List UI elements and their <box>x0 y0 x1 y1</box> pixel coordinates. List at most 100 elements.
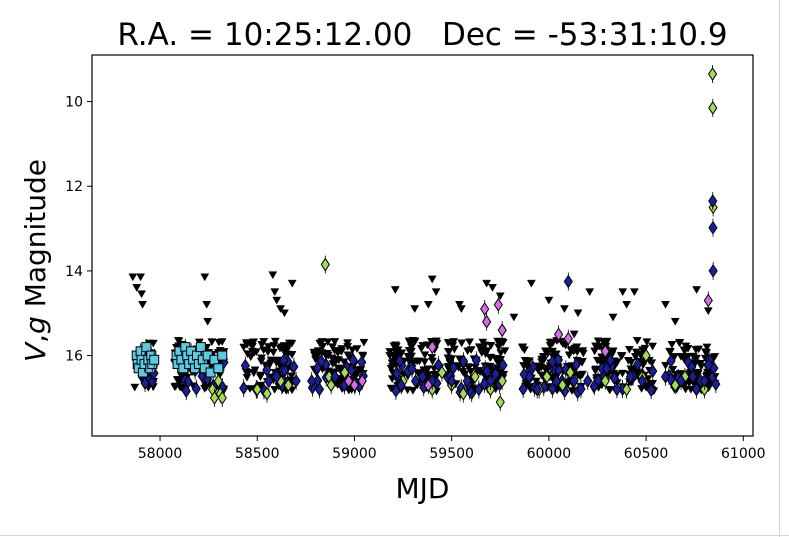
g-band-point <box>213 371 223 390</box>
upper-limit-marker <box>255 373 265 382</box>
upper-limit-marker <box>544 296 554 305</box>
g-band-point <box>576 380 586 399</box>
g-band-point <box>547 379 558 398</box>
g-band-point <box>552 371 562 390</box>
upper-limit-marker <box>270 288 280 297</box>
upper-limit-marker <box>203 317 213 326</box>
g-band-point <box>554 360 564 379</box>
g-band-point <box>688 367 698 386</box>
upper-limit-marker <box>130 383 140 392</box>
upper-limit-marker <box>128 273 138 282</box>
upper-limit-marker <box>279 345 289 354</box>
g-band-point <box>571 355 581 374</box>
upper-limit-marker <box>405 339 415 348</box>
upper-limit-marker <box>541 347 551 356</box>
g-band-point <box>462 371 472 390</box>
upper-limit-marker <box>390 286 400 294</box>
upper-limit-marker <box>618 288 628 297</box>
upper-limit-marker <box>217 338 227 347</box>
g-band-point <box>708 98 718 117</box>
data-points-layer <box>128 65 721 412</box>
g-band-point <box>262 384 272 403</box>
upper-limit-marker <box>257 354 266 363</box>
g-band-point <box>491 365 501 384</box>
window-edge-bottom <box>0 535 789 536</box>
upper-limit-marker <box>648 379 658 388</box>
upper-limit-marker <box>523 359 533 367</box>
g-band-point <box>417 367 428 386</box>
g-band-point <box>307 371 317 390</box>
upper-limit-marker <box>330 338 340 346</box>
g-band-point <box>565 363 575 382</box>
g-band-point <box>326 376 336 395</box>
g-band-point <box>407 360 417 379</box>
upper-limit-marker <box>559 305 569 314</box>
g-band-point <box>708 261 718 280</box>
upper-limit-marker <box>670 317 680 326</box>
upper-limit-marker <box>608 347 618 356</box>
upper-limit-marker <box>359 338 369 347</box>
upper-limit-marker <box>692 286 702 294</box>
upper-limit-marker <box>681 342 691 351</box>
g-band-point <box>676 371 686 390</box>
g-band-point <box>437 363 447 382</box>
upper-limit-marker <box>264 343 274 351</box>
upper-limit-marker <box>605 386 615 395</box>
g-band-point <box>474 380 484 399</box>
upper-limit-marker <box>492 354 502 363</box>
g-band-point <box>569 371 579 390</box>
y-axis-label: V,g Magnitude <box>19 159 52 362</box>
upper-limit-marker <box>246 353 256 362</box>
g-band-point <box>602 359 612 378</box>
upper-limit-marker <box>696 360 705 368</box>
g-band-point <box>605 351 616 370</box>
x-tick-label: 59000 <box>332 446 377 462</box>
upper-limit-marker <box>617 352 627 360</box>
x-tick-label: 59500 <box>429 446 474 462</box>
g-band-point <box>609 369 620 388</box>
upper-limit-marker <box>287 279 297 288</box>
upper-limit-marker <box>280 309 289 318</box>
upper-limit-marker <box>418 342 428 350</box>
x-tick-label: 61000 <box>721 446 766 462</box>
g-band-point <box>252 380 262 399</box>
g-band-point <box>395 351 405 370</box>
upper-limit-marker <box>432 339 442 348</box>
g-band-point <box>708 218 718 237</box>
window-edge-right <box>779 0 780 537</box>
upper-limit-marker <box>667 340 677 349</box>
g-band-point <box>330 367 340 386</box>
upper-limit-marker <box>174 337 184 346</box>
upper-limit-marker <box>287 351 297 359</box>
upper-limit-marker <box>693 370 703 378</box>
g-band-point <box>470 367 480 386</box>
upper-limit-marker <box>330 358 340 367</box>
upper-limit-marker <box>591 365 601 374</box>
upper-limit-marker <box>207 338 217 347</box>
upper-limit-marker <box>498 338 508 347</box>
upper-limit-marker <box>404 346 414 355</box>
upper-limit-marker <box>585 288 595 297</box>
upper-limit-marker <box>466 368 476 376</box>
upper-limit-marker <box>270 337 280 346</box>
upper-limit-marker <box>567 346 577 354</box>
g-band-point <box>703 355 714 374</box>
upper-limit-marker <box>488 284 497 292</box>
upper-limit-marker <box>569 330 579 339</box>
upper-limit-marker <box>626 358 636 367</box>
y-axis-label-v: V <box>19 341 52 362</box>
upper-limit-marker <box>519 362 529 370</box>
upper-limit-marker <box>598 338 608 347</box>
upper-limit-marker <box>591 342 601 351</box>
upper-limit-marker <box>323 351 333 360</box>
x-tick-label: 60000 <box>527 446 572 462</box>
upper-limit-marker <box>622 301 632 309</box>
upper-limit-marker <box>455 301 464 309</box>
upper-limit-marker <box>387 359 397 368</box>
upper-limit-marker <box>445 358 455 367</box>
upper-limit-marker <box>548 339 558 348</box>
upper-limit-marker <box>343 339 352 348</box>
upper-limit-marker <box>456 305 466 314</box>
upper-limit-marker <box>136 273 146 282</box>
upper-limit-marker <box>138 301 147 309</box>
